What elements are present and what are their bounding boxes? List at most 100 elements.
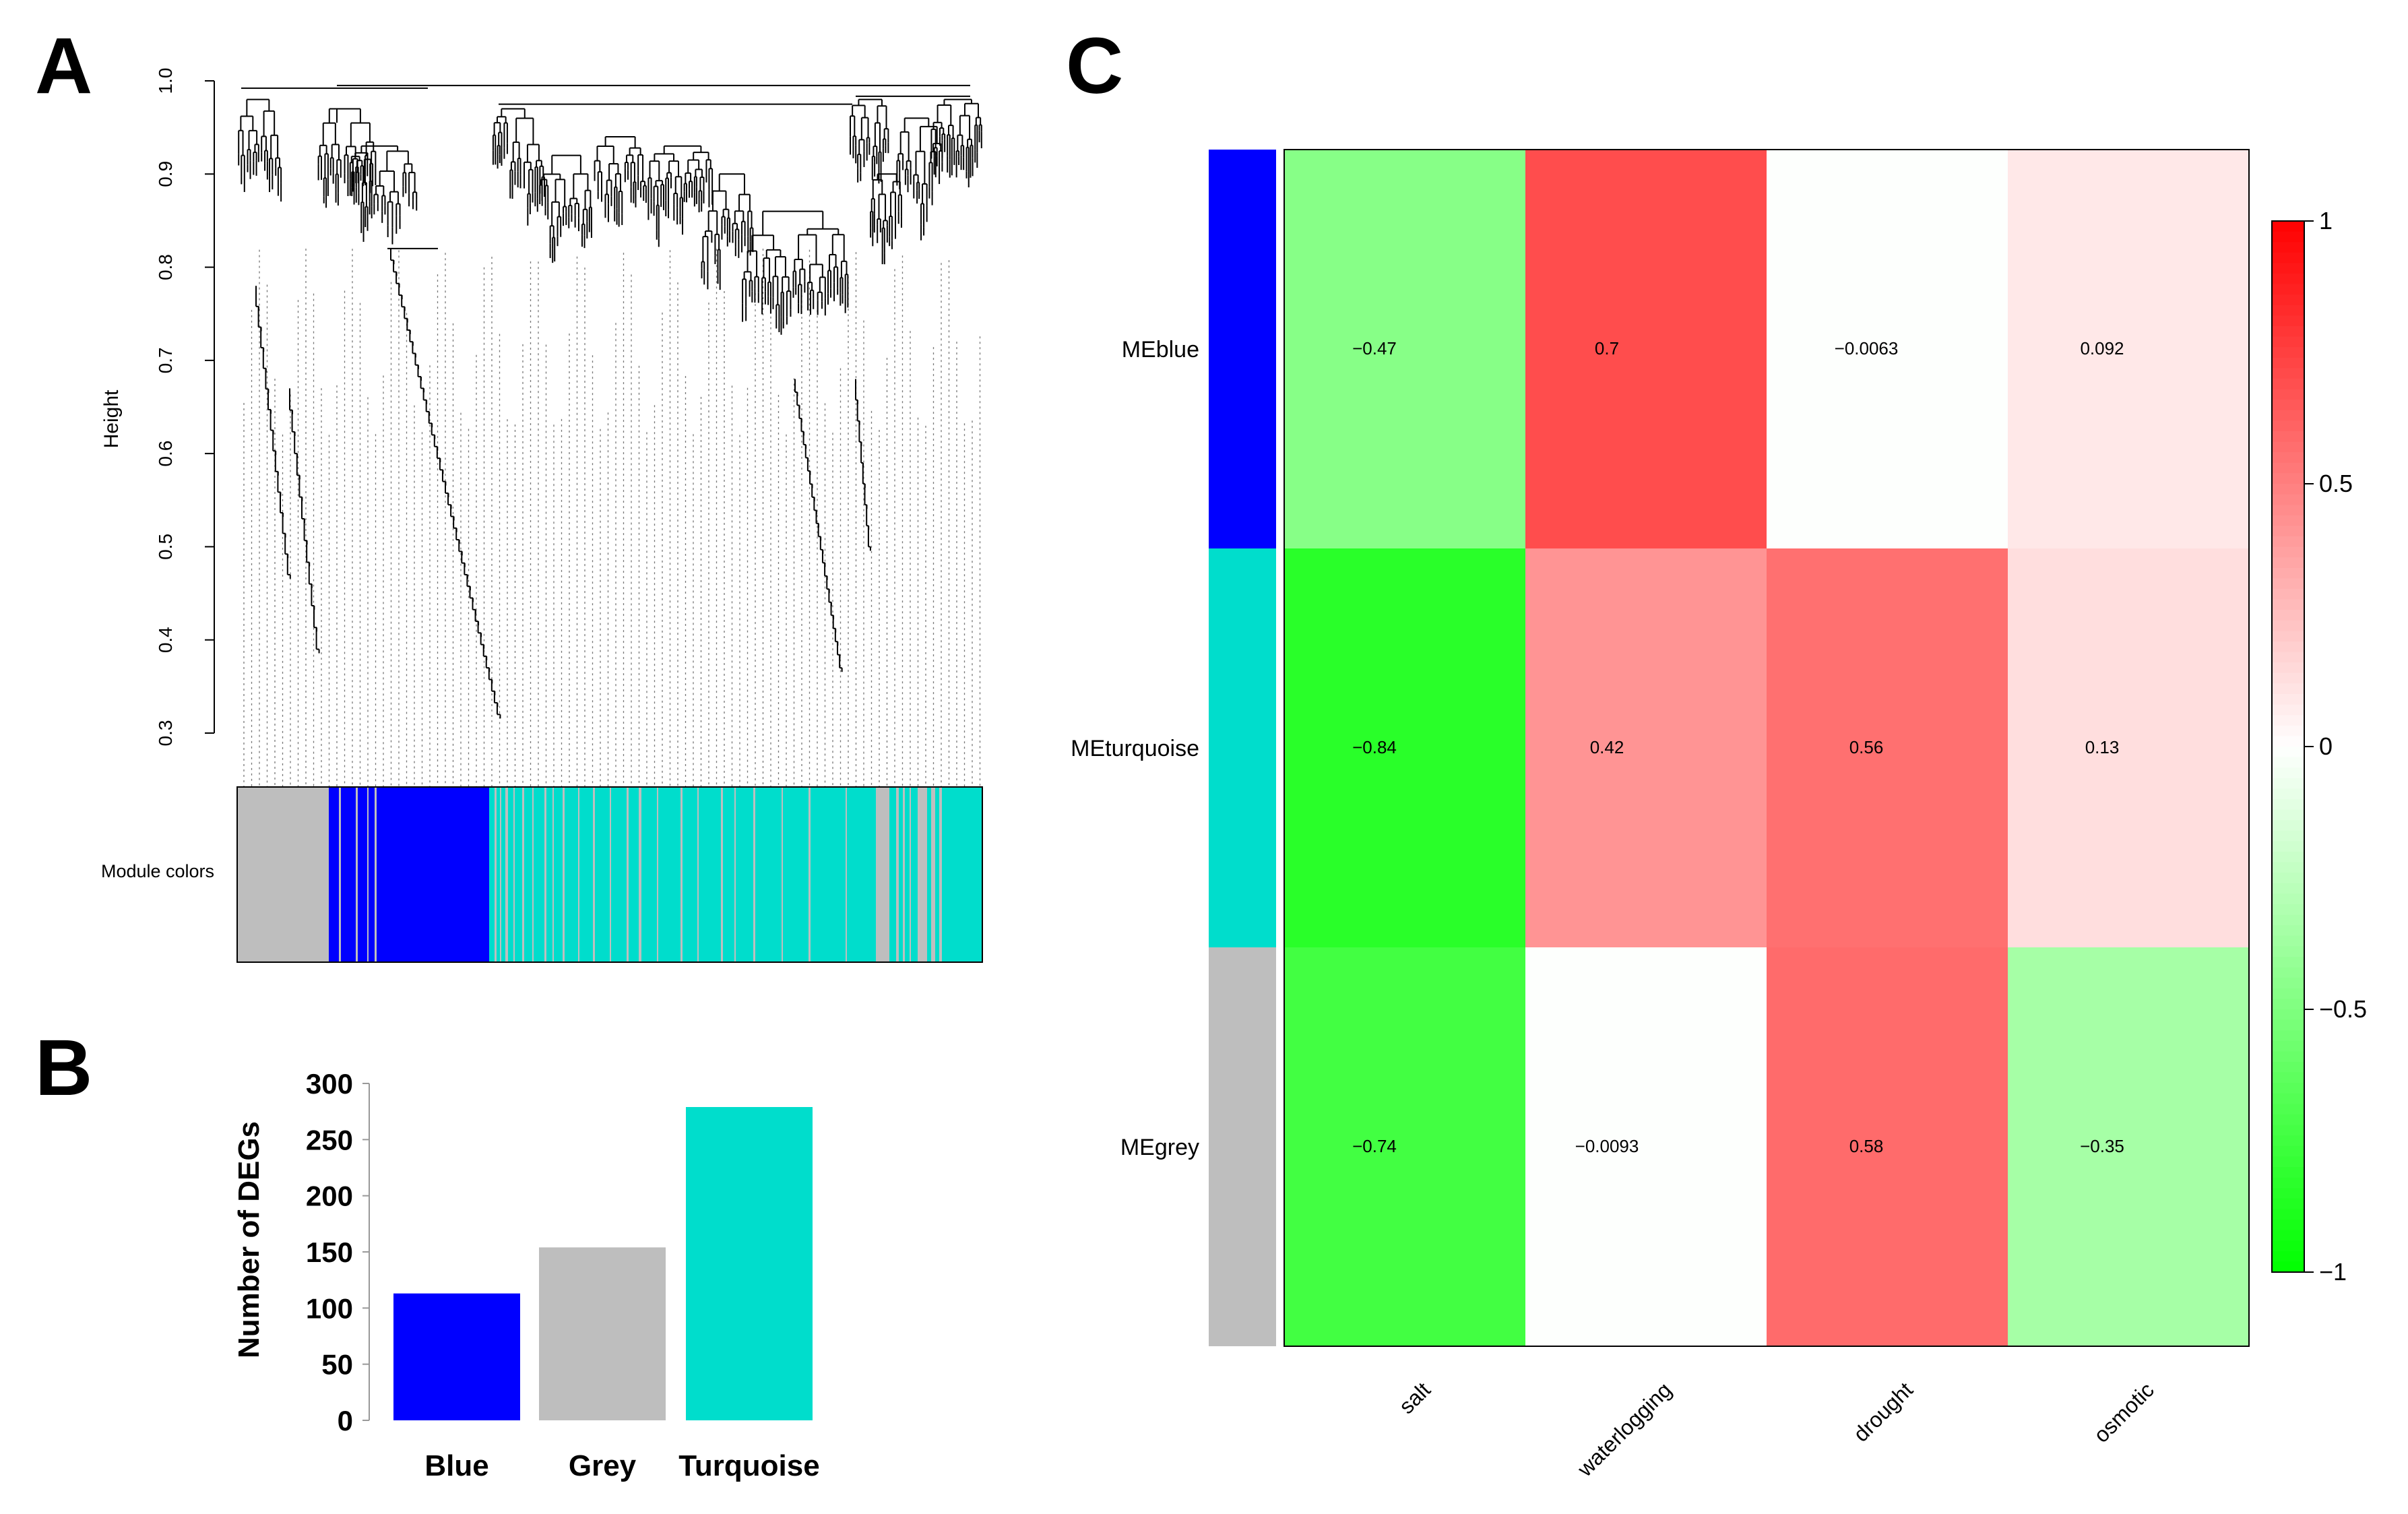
colorbar-step xyxy=(2272,536,2304,548)
colorbar-step xyxy=(2272,263,2304,274)
colorbar-step xyxy=(2272,778,2304,790)
colorbar-step xyxy=(2272,925,2304,937)
colorbar-step xyxy=(2272,767,2304,779)
colorbar-step xyxy=(2272,284,2304,296)
colorbar-step xyxy=(2272,1062,2304,1073)
heatmap-cell xyxy=(1525,150,1767,548)
panel-label-a: A xyxy=(35,22,92,111)
module-stripe xyxy=(734,787,736,962)
colorbar-step xyxy=(2272,420,2304,432)
colorbar-step xyxy=(2272,809,2304,821)
module-stripe xyxy=(931,787,935,962)
module-stripe xyxy=(680,787,683,962)
colorbar-step xyxy=(2272,1198,2304,1210)
colorbar-step xyxy=(2272,1104,2304,1115)
heatmap-colorbar: −1 −0.5 0 0.5 1 xyxy=(2271,207,2367,1286)
colorbar-step xyxy=(2272,379,2304,390)
colorbar-step xyxy=(2272,820,2304,831)
module-stripe xyxy=(367,787,369,962)
heatmap-column-labels: salt waterlogging drought osmotic xyxy=(1394,1377,2159,1482)
x-label-blue: Blue xyxy=(424,1449,488,1482)
colorbar-step xyxy=(2272,1177,2304,1189)
heatmap-cell xyxy=(1525,548,1767,947)
colorbar-step xyxy=(2272,462,2304,474)
colorbar-step xyxy=(2272,788,2304,800)
y-tick-label: 200 xyxy=(306,1180,353,1212)
colorbar-step xyxy=(2272,546,2304,559)
colorbar-step xyxy=(2272,957,2304,968)
module-strip-border xyxy=(236,786,983,963)
cell-value: −0.35 xyxy=(2080,1136,2124,1156)
colorbar-step xyxy=(2272,252,2304,264)
column-label-waterlogging: waterlogging xyxy=(1572,1377,1676,1481)
colorbar-step xyxy=(2272,978,2304,989)
colorbar-step xyxy=(2272,389,2304,401)
heatmap-border xyxy=(1284,149,2250,1347)
colorbar-step xyxy=(2272,294,2304,306)
colorbar-step xyxy=(2272,799,2304,811)
cell-value: −0.0063 xyxy=(1835,338,1899,358)
row-label-MEblue: MEblue xyxy=(1122,337,1199,362)
colorbar-step xyxy=(2272,873,2304,884)
module-stripe xyxy=(513,787,515,962)
cell-value: 0.42 xyxy=(1590,737,1624,757)
colorbar-step xyxy=(2272,326,2304,338)
colorbar-step xyxy=(2272,1093,2304,1105)
cell-value: −0.74 xyxy=(1352,1136,1397,1156)
colorbar-step xyxy=(2272,336,2304,348)
heatmap-cell xyxy=(1767,150,2008,548)
column-label-salt: salt xyxy=(1394,1377,1435,1418)
module-stripe xyxy=(505,787,508,962)
heatmap-cell xyxy=(2008,150,2249,548)
colorbar-step xyxy=(2272,567,2304,579)
y-tick-label: 0.9 xyxy=(155,161,176,187)
heatmap-cells xyxy=(1284,149,2250,1347)
colorbar-step xyxy=(2272,357,2304,369)
colorbar-step xyxy=(2272,1240,2304,1252)
colorbar-step xyxy=(2272,368,2304,379)
column-label-drought: drought xyxy=(1849,1377,1918,1446)
cell-value: 0.58 xyxy=(1849,1136,1884,1156)
heatmap-cell xyxy=(1284,548,1525,947)
heatmap-cell xyxy=(1284,150,1525,548)
module-stripe xyxy=(918,787,927,962)
colorbar-step xyxy=(2272,1019,2304,1032)
colorbar-step xyxy=(2272,1251,2304,1263)
colorbar-step xyxy=(2272,610,2304,621)
colorbar-step xyxy=(2272,747,2304,758)
colorbar-step xyxy=(2272,452,2304,464)
module-stripe xyxy=(532,787,534,962)
dendrogram-tree xyxy=(238,84,982,719)
cell-value: −0.0093 xyxy=(1575,1136,1639,1156)
colorbar-step xyxy=(2272,441,2304,453)
colorbar-step xyxy=(2272,400,2304,411)
colorbar-step xyxy=(2272,694,2304,705)
colorbar-tick-label: −0.5 xyxy=(2319,995,2367,1023)
colorbar-step xyxy=(2272,589,2304,600)
module-stripe xyxy=(375,787,377,962)
y-tick-label: 150 xyxy=(306,1236,353,1268)
y-tick-label: 0.5 xyxy=(155,534,176,560)
colorbar-step xyxy=(2272,704,2304,716)
cell-value: 0.13 xyxy=(2085,737,2120,757)
module-stripe xyxy=(876,787,889,962)
module-stripe xyxy=(939,787,942,962)
module-stripe xyxy=(522,787,524,962)
y-tick-label: 100 xyxy=(306,1292,353,1324)
colorbar-step xyxy=(2272,1040,2304,1052)
colorbar-step xyxy=(2272,620,2304,632)
cell-value: 0.56 xyxy=(1849,737,1884,757)
module-stripe xyxy=(697,787,699,962)
module-stripe xyxy=(627,787,629,962)
module-stripe xyxy=(563,787,565,962)
cell-value: −0.84 xyxy=(1352,737,1397,757)
y-tick-label: 0 xyxy=(338,1405,353,1437)
colorbar-step xyxy=(2272,410,2304,422)
module-stripe xyxy=(552,787,554,962)
module-stripe xyxy=(809,787,811,962)
module-stripe xyxy=(334,787,336,962)
heatmap-cell xyxy=(1767,947,2008,1346)
x-label-turquoise: Turquoise xyxy=(678,1449,819,1482)
colorbar-step xyxy=(2272,893,2304,905)
colorbar-step xyxy=(2272,1167,2304,1178)
